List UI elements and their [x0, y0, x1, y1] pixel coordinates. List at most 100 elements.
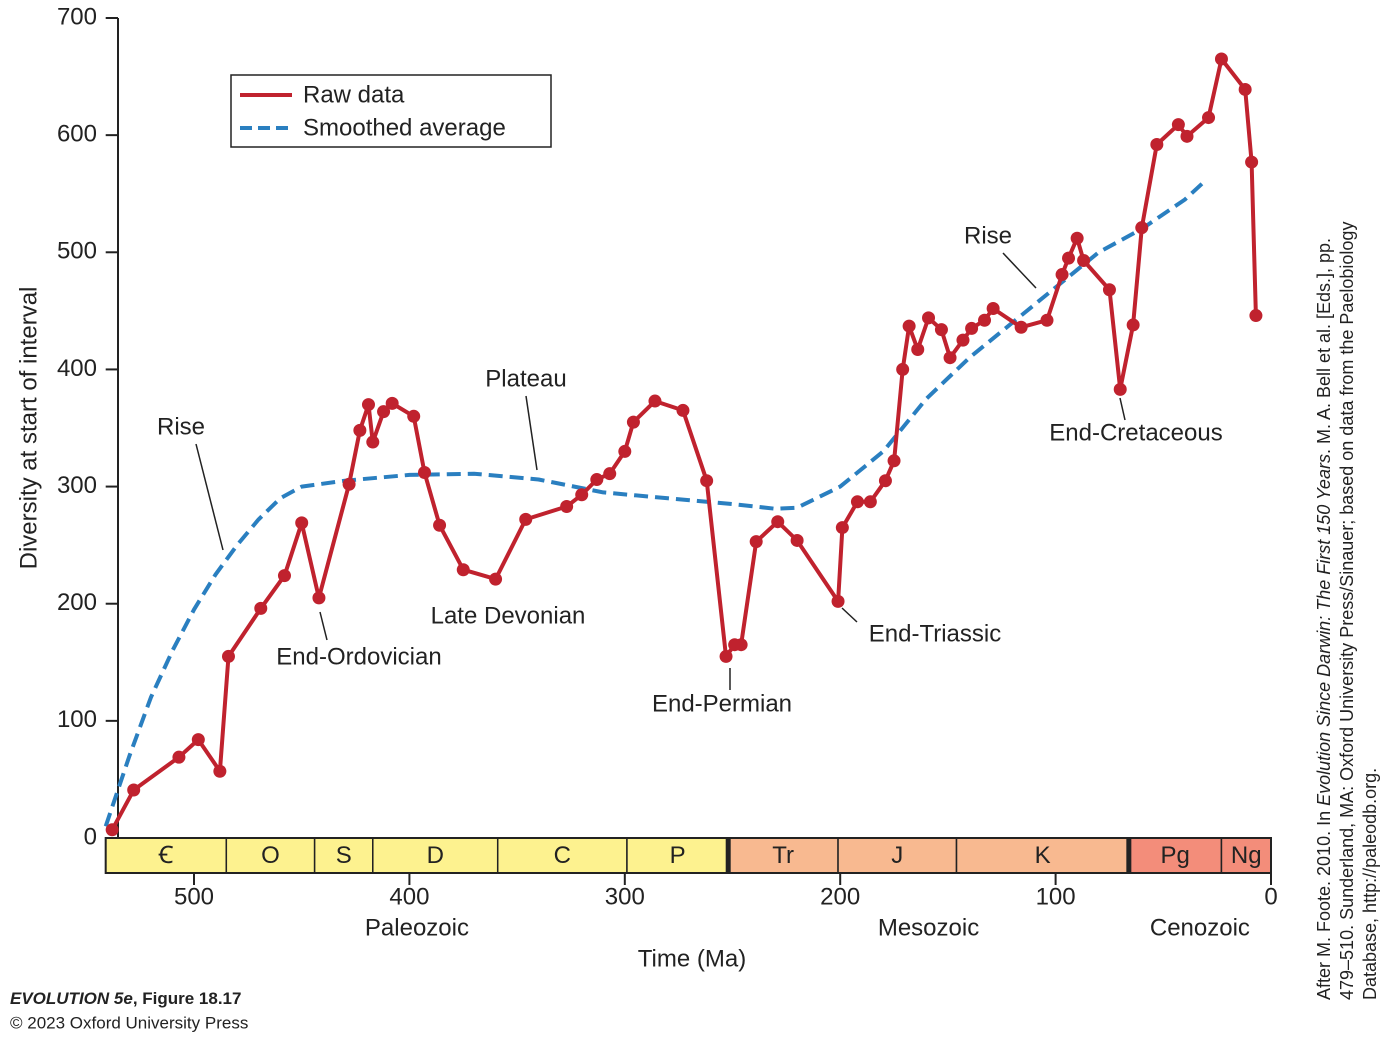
- data-point: [1113, 382, 1127, 396]
- period-label: Ꞓ: [158, 842, 174, 869]
- series-line: [103, 178, 1208, 827]
- y-tick-label: 700: [57, 3, 97, 30]
- y-axis-label: Diversity at start of interval: [15, 287, 42, 570]
- legend-label: Smoothed average: [303, 114, 506, 141]
- data-point: [1070, 231, 1084, 245]
- data-point: [749, 535, 763, 549]
- data-point: [956, 333, 970, 347]
- credit-text: . M. A. Bell et al. [Eds.], pp.: [1314, 238, 1334, 454]
- legend-label: Raw data: [303, 81, 405, 108]
- data-point: [1077, 253, 1091, 267]
- data-point: [277, 569, 291, 583]
- era-label: Paleozoic: [365, 914, 469, 941]
- annotation-leader: [1119, 397, 1126, 421]
- data-point: [221, 649, 235, 663]
- data-point: [1040, 313, 1054, 327]
- data-point: [489, 572, 503, 586]
- period-label: Tr: [772, 842, 794, 869]
- annotation: End-Cretaceous: [1049, 419, 1222, 446]
- data-point: [676, 403, 690, 417]
- data-point: [1135, 221, 1149, 235]
- data-point: [850, 495, 864, 509]
- data-point: [790, 533, 804, 547]
- data-point: [417, 466, 431, 480]
- data-point: [648, 394, 662, 408]
- data-point: [407, 409, 421, 423]
- data-point: [934, 323, 948, 337]
- data-point: [191, 733, 205, 747]
- data-point: [342, 477, 356, 491]
- data-point: [590, 473, 604, 487]
- annotation: End-Permian: [652, 690, 792, 717]
- period-label: K: [1035, 842, 1051, 869]
- era-label: Cenozoic: [1150, 914, 1250, 941]
- data-point: [965, 321, 979, 335]
- data-point: [734, 638, 748, 652]
- credit-text: After M. Foote. 2010. In: [1314, 806, 1334, 1000]
- data-point: [911, 343, 925, 357]
- data-point: [361, 398, 375, 412]
- annotation: Late Devonian: [431, 602, 586, 629]
- annotation: Rise: [157, 413, 205, 440]
- annotation-leader: [195, 443, 224, 551]
- period-label: O: [261, 842, 280, 869]
- data-point: [863, 495, 877, 509]
- data-point: [1171, 118, 1185, 132]
- data-point: [835, 521, 849, 535]
- x-tick-label: 200: [820, 883, 860, 910]
- annotation: Rise: [964, 222, 1012, 249]
- data-point: [896, 362, 910, 376]
- x-tick-label: 0: [1264, 883, 1277, 910]
- data-point: [719, 649, 733, 663]
- data-point: [385, 396, 399, 410]
- data-point: [1062, 251, 1076, 265]
- data-point: [1102, 283, 1116, 297]
- data-point: [295, 516, 309, 530]
- data-point: [560, 499, 574, 513]
- data-point: [433, 518, 447, 532]
- data-point: [456, 563, 470, 577]
- data-point: [986, 302, 1000, 316]
- data-point: [254, 601, 268, 615]
- y-tick-label: 300: [57, 472, 97, 499]
- data-point: [353, 423, 367, 437]
- figure-source: EVOLUTION 5e, Figure 18.17: [10, 989, 241, 1008]
- data-point: [902, 319, 916, 333]
- data-point: [312, 591, 326, 605]
- credit-line-1: After M. Foote. 2010. In Evolution Since…: [1314, 238, 1334, 1000]
- x-tick-label: 500: [174, 883, 214, 910]
- data-point: [878, 474, 892, 488]
- period-label: J: [891, 842, 903, 869]
- data-point: [887, 454, 901, 468]
- annotation: Plateau: [485, 365, 566, 392]
- period-label: P: [670, 842, 686, 869]
- credit-line-3: Database, http://paleodb.org.: [1360, 768, 1380, 1000]
- annotation-leader: [525, 395, 538, 471]
- period-label: Pg: [1160, 842, 1189, 869]
- data-point: [1245, 155, 1259, 169]
- data-point: [1202, 111, 1216, 125]
- data-point: [575, 488, 589, 502]
- y-tick-label: 100: [57, 706, 97, 733]
- data-point: [377, 405, 391, 419]
- data-point: [1014, 320, 1028, 334]
- data-point: [105, 823, 119, 837]
- credit-book: Evolution Since Darwin: The First 150 Ye…: [1314, 454, 1334, 806]
- data-point: [1055, 268, 1069, 282]
- data-point: [127, 783, 141, 797]
- period-label: S: [336, 842, 352, 869]
- data-point: [1238, 82, 1252, 96]
- data-point: [626, 415, 640, 429]
- x-axis-label: Time (Ma): [638, 945, 746, 972]
- data-point: [1150, 138, 1164, 152]
- copyright: © 2023 Oxford University Press: [10, 1013, 248, 1032]
- era-label: Mesozoic: [878, 914, 979, 941]
- data-point: [1126, 318, 1140, 332]
- period-label: Ng: [1231, 842, 1262, 869]
- data-point: [519, 512, 533, 526]
- data-point: [1214, 52, 1228, 66]
- period-bar-frame: [104, 837, 1273, 874]
- data-point: [978, 313, 992, 327]
- data-point: [1180, 129, 1194, 143]
